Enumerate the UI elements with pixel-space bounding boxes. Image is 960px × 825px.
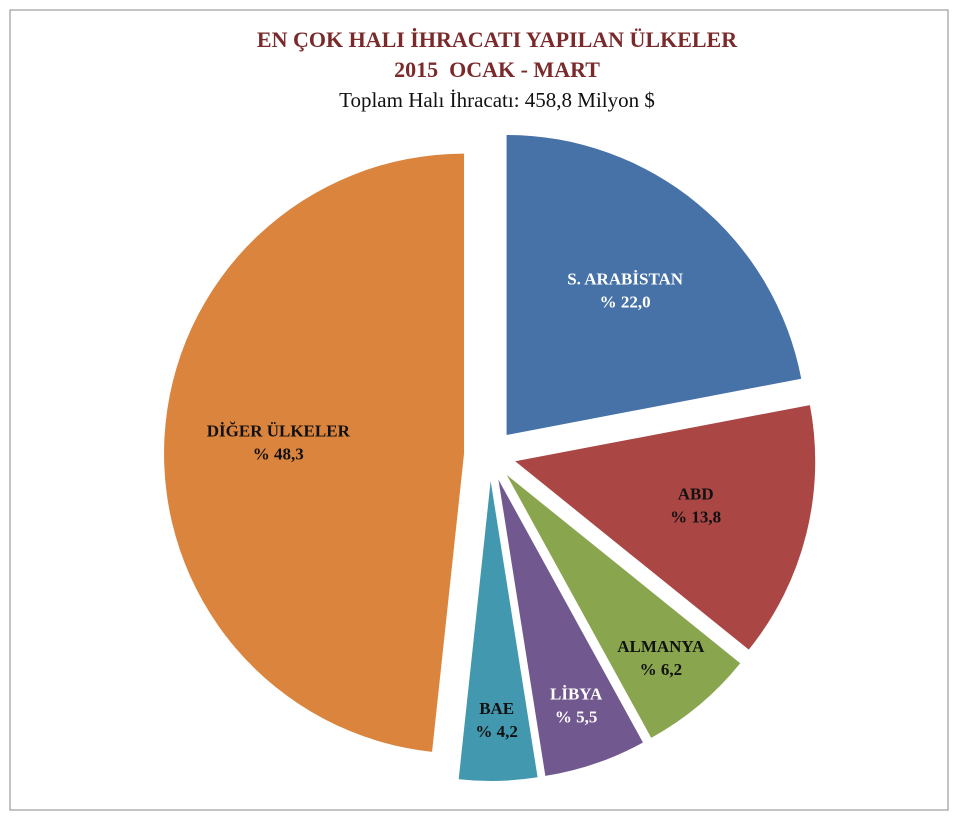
slice-label: ABD	[678, 484, 714, 503]
slice-value-label: % 4,2	[475, 722, 518, 741]
slice-value-label: % 22,0	[600, 293, 651, 312]
slice-value-label: % 5,5	[555, 708, 598, 727]
slice-label: DİĞER ÜLKELER	[207, 422, 351, 441]
slice-label: S. ARABİSTAN	[567, 270, 684, 289]
pie-slice	[506, 474, 741, 738]
slice-label: LİBYA	[550, 685, 603, 704]
pie-slice	[515, 405, 816, 650]
pie-slice	[506, 134, 802, 435]
pie-slice	[498, 479, 643, 776]
pie-slice	[458, 480, 538, 781]
pie-slice	[164, 153, 465, 752]
slice-value-label: % 6,2	[640, 660, 683, 679]
slice-label: BAE	[479, 699, 514, 718]
chart-title: EN ÇOK HALI İHRACATI YAPILAN ÜLKELER	[257, 27, 738, 52]
slice-value-label: % 48,3	[253, 445, 304, 464]
chart-note: Toplam Halı İhracatı: 458,8 Milyon $	[339, 88, 655, 112]
slice-value-label: % 13,8	[670, 507, 721, 526]
slice-label: ALMANYA	[617, 637, 705, 656]
chart-subtitle: 2015 OCAK - MART	[394, 57, 600, 82]
